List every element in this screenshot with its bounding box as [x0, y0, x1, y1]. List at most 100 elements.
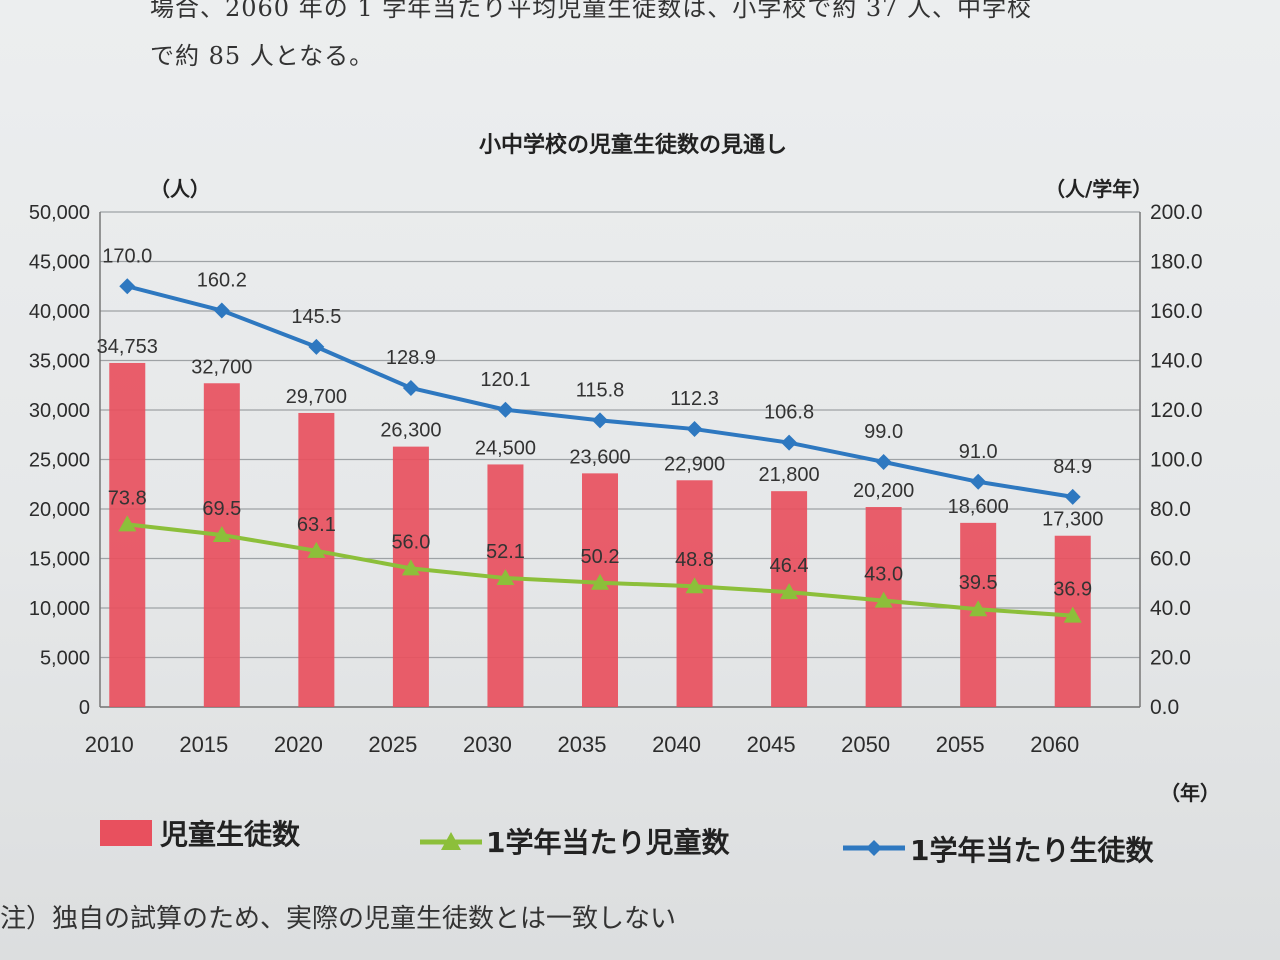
- right-tick-label: 20.0: [1150, 647, 1191, 670]
- green-value-label: 46.4: [770, 555, 809, 577]
- intro-text-line-2: で約 85 人となる。: [150, 42, 375, 70]
- right-axis-unit: （人/学年）: [1045, 177, 1152, 201]
- right-tick-label: 60.0: [1150, 548, 1191, 571]
- left-tick-label: 5,000: [40, 648, 90, 670]
- green-value-label: 43.0: [864, 564, 903, 586]
- bar-value-label: 21,800: [759, 464, 820, 486]
- legend-green-label: 1学年当たり児童数: [486, 826, 730, 859]
- intro-text-line-1: 場合、2060 年の 1 学年当たり平均児童生徒数は、小学校で約 37 人、中学…: [150, 0, 1033, 22]
- bar-value-label: 18,600: [948, 496, 1009, 518]
- x-tick-label: 2010: [85, 732, 134, 757]
- blue-value-label: 112.3: [670, 388, 719, 410]
- x-tick-label: 2015: [179, 732, 228, 757]
- green-value-label: 52.1: [486, 541, 525, 563]
- blue-value-label: 115.8: [576, 379, 625, 401]
- legend-bar-label: 児童生徒数: [160, 818, 301, 851]
- bar: [582, 473, 618, 707]
- bar: [298, 412, 335, 707]
- right-tick-label: 100.0: [1150, 449, 1203, 472]
- bar-value-label: 29,700: [286, 386, 347, 408]
- right-tick-label: 120.0: [1150, 399, 1203, 422]
- bar: [109, 362, 146, 707]
- legend: 児童生徒数 1学年当たり児童数 1学年当たり生徒数: [100, 818, 1154, 867]
- bar: [203, 383, 240, 707]
- legend-bar-swatch: [100, 820, 152, 846]
- left-tick-label: 20,000: [29, 499, 90, 521]
- green-point: [780, 583, 799, 600]
- left-tick-label: 30,000: [29, 400, 90, 422]
- blue-value-label: 160.2: [197, 270, 247, 292]
- left-tick-label: 35,000: [29, 351, 90, 373]
- x-tick-label: 2035: [558, 732, 607, 757]
- legend-blue-label: 1学年当たり生徒数: [910, 834, 1154, 867]
- blue-point: [497, 401, 514, 418]
- blue-point: [213, 302, 230, 319]
- x-tick-label: 2050: [841, 732, 890, 757]
- x-tick-label: 2045: [747, 732, 796, 757]
- green-value-label: 39.5: [959, 572, 998, 594]
- left-tick-label: 40,000: [29, 301, 90, 323]
- x-tick-label: 2055: [936, 732, 985, 757]
- left-tick-label: 10,000: [29, 598, 90, 620]
- green-value-label: 73.8: [108, 487, 147, 509]
- left-tick-label: 25,000: [29, 450, 90, 472]
- blue-point: [308, 338, 325, 355]
- blue-labels: 170.0 160.2 145.5 128.9 120.1 115.8 112.3 106.8…: [102, 245, 1092, 478]
- green-point: [118, 515, 137, 532]
- left-axis-ticks: 50,000 45,000 40,000 35,000 30,000 25,000 20,0…: [29, 202, 90, 719]
- x-tick-label: 2030: [463, 732, 512, 757]
- blue-value-label: 99.0: [864, 421, 903, 443]
- blue-point: [970, 473, 987, 490]
- green-point: [591, 573, 609, 590]
- green-labels: 73.8 69.5 63.1 56.0 52.1 50.2 48.8 46.4 43.0 39.5…: [108, 487, 1092, 600]
- right-tick-label: 80.0: [1150, 498, 1191, 521]
- green-point: [307, 541, 326, 558]
- blue-point: [1064, 488, 1081, 505]
- blue-point: [592, 412, 608, 429]
- bar: [392, 446, 429, 707]
- bar-value-label: 20,200: [853, 480, 914, 502]
- blue-line-series: [119, 278, 1081, 505]
- right-tick-label: 160.0: [1150, 300, 1203, 323]
- chart-title: 小中学校の児童生徒数の見通し: [479, 132, 787, 158]
- blue-point: [875, 453, 892, 470]
- left-tick-label: 0: [79, 697, 90, 719]
- green-value-label: 56.0: [391, 531, 430, 553]
- green-point: [496, 569, 515, 586]
- blue-value-label: 91.0: [959, 441, 998, 463]
- green-line-series: [118, 515, 1082, 623]
- left-tick-label: 15,000: [29, 549, 90, 571]
- green-value-label: 36.9: [1053, 579, 1092, 601]
- bar-value-label: 17,300: [1042, 509, 1103, 531]
- x-tick-label: 2060: [1030, 732, 1079, 757]
- blue-value-label: 128.9: [386, 347, 436, 369]
- green-point: [1063, 606, 1082, 623]
- blue-value-label: 145.5: [291, 306, 341, 328]
- right-tick-label: 0.0: [1150, 696, 1179, 719]
- green-point: [874, 591, 893, 608]
- bar-labels: 34,753 32,700 29,700 26,300 24,500 23,600 22,9…: [97, 336, 1104, 531]
- legend-triangle-icon: [441, 832, 461, 850]
- blue-value-label: 170.0: [102, 245, 152, 267]
- right-tick-label: 140.0: [1150, 350, 1203, 373]
- bar: [487, 464, 524, 707]
- green-value-label: 69.5: [202, 498, 241, 520]
- x-axis-unit: （年）: [1160, 781, 1220, 805]
- bar-value-label: 23,600: [569, 446, 630, 468]
- green-point: [685, 577, 704, 594]
- chart: 小中学校の児童生徒数の見通し （人） （人/学年） （年） 50,000 45,0…: [29, 132, 1220, 867]
- bar-series: [109, 362, 1091, 707]
- right-tick-label: 40.0: [1150, 597, 1191, 620]
- blue-point: [686, 421, 703, 438]
- footnote: 注）独自の試算のため、実際の児童生徒数とは一致しない: [0, 904, 677, 934]
- blue-point: [402, 379, 419, 396]
- x-tick-label: 2040: [652, 732, 701, 757]
- green-point: [401, 559, 420, 576]
- bar-value-label: 34,753: [97, 336, 158, 358]
- right-tick-label: 200.0: [1150, 201, 1203, 224]
- blue-value-label: 84.9: [1053, 456, 1092, 478]
- right-tick-label: 180.0: [1150, 251, 1203, 274]
- legend-diamond-icon: [866, 840, 882, 856]
- blue-point: [119, 278, 136, 295]
- bar-value-label: 24,500: [475, 437, 536, 459]
